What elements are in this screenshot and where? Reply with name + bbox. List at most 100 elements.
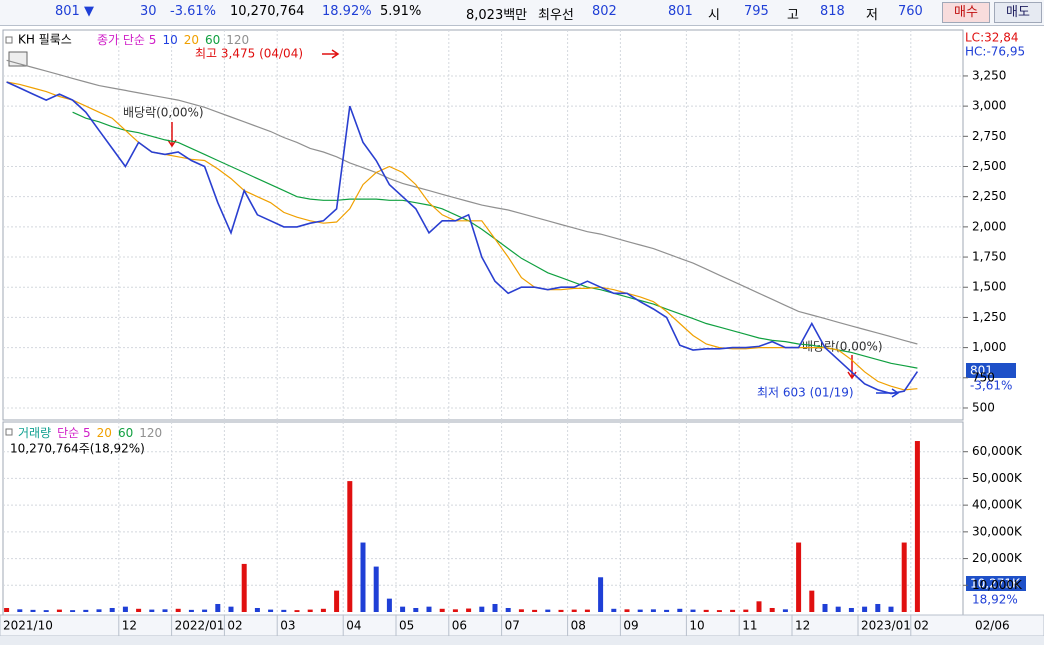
buy-button[interactable]: 매수 [942, 2, 990, 23]
x-tick-label: 05 [399, 619, 414, 633]
volume-bar [782, 609, 788, 612]
volume-bar [624, 609, 630, 612]
x-tick-label: 2023/01 [861, 619, 911, 633]
volume-bar [215, 603, 221, 612]
y2-tick-label: 20,000K [972, 551, 1023, 565]
y-tick-label: 1,500 [972, 280, 1006, 294]
volume-bar [571, 609, 577, 612]
volume-bar [136, 608, 142, 612]
volume-pane [2, 421, 964, 616]
change-label: -3,61% [970, 379, 1012, 393]
y-tick-label: 2,000 [972, 219, 1006, 233]
volume-bar [360, 542, 366, 612]
legend-item: 120 [139, 426, 162, 440]
volume-bar [492, 603, 498, 612]
quote-bar: 801 ▼ 30 -3.61% 10,270,764 18.92% 5.91% … [0, 0, 1044, 26]
volume-marker-label: 10,271K [970, 577, 1021, 591]
annotation: 최고 3,475 (04/04) [195, 47, 303, 61]
price-line [6, 81, 919, 395]
volume-bar [584, 609, 590, 612]
volume-bar [43, 610, 49, 612]
volume-bar [96, 609, 102, 612]
quote-turnover: 5.91% [380, 4, 422, 19]
x-tick-label: 09 [623, 619, 638, 633]
pane-toggle[interactable] [5, 36, 13, 44]
volume-bar [848, 607, 854, 612]
quote-volume: 10,270,764 [230, 4, 305, 19]
volume-bar [347, 481, 353, 612]
y-tick-label: 2,500 [972, 159, 1006, 173]
volume-bar [188, 609, 194, 612]
y2-tick-label: 30,000K [972, 524, 1023, 538]
pane-toggle[interactable] [5, 428, 13, 436]
quote-volume-rate: 18.92% [322, 4, 372, 19]
x-tick-label: 12 [795, 619, 810, 633]
volume-bar [241, 563, 247, 612]
quote-change: 30 [140, 4, 157, 19]
legend-item: 120 [226, 33, 249, 47]
annotation: 배당락(0,00%) [123, 106, 204, 120]
price-marker-label: 801 [970, 364, 993, 378]
volume-bar [875, 603, 881, 612]
quote-label: 저 [866, 8, 878, 23]
y-tick-label: 3,250 [972, 68, 1006, 82]
hc-label: HC:-76,95 [965, 45, 1025, 59]
volume-bar [862, 606, 868, 612]
volume-bar [518, 609, 524, 612]
quote-open: 795 [744, 4, 769, 19]
sell-button[interactable]: 매도 [994, 2, 1042, 23]
volume-bar [17, 609, 23, 612]
legend-item: 종가 단순 5 [97, 33, 156, 47]
y2-tick-label: 10,000K [972, 578, 1023, 592]
volume-bar [334, 590, 340, 612]
volume-bar [175, 608, 181, 612]
volume-bar [30, 609, 36, 612]
x-tick-label: 10 [689, 619, 704, 633]
legend-item: 20 [184, 33, 199, 47]
volume-bar [743, 609, 749, 612]
quote-label: 고 [787, 8, 799, 23]
volume-bar [479, 606, 485, 612]
volume-bar [320, 608, 326, 612]
x-tick-label: 07 [505, 619, 520, 633]
volume-bar [56, 609, 62, 612]
quote-bid: 801 [668, 4, 693, 19]
volume-bar [822, 603, 828, 612]
legend-item: 60 [118, 426, 133, 440]
volume-bar [611, 608, 617, 612]
quote-amount: 8,023백만 [466, 8, 528, 23]
volume-bar [558, 609, 564, 612]
volume-bar [532, 609, 538, 612]
quote-label: 최우선 [538, 8, 574, 23]
y-tick-label: 2,250 [972, 189, 1006, 203]
volume-bar [162, 609, 168, 612]
volume-bar [426, 606, 432, 612]
stock-name: KH 필룩스 [18, 33, 72, 47]
x-tick-label: 08 [571, 619, 586, 633]
x-tick-label: 06 [452, 619, 467, 633]
y-tick-label: 3,000 [972, 99, 1006, 113]
volume-bar [598, 577, 604, 612]
volume-bar [716, 610, 722, 612]
y2-tick-label: 50,000K [972, 471, 1023, 485]
volume-bar [901, 542, 907, 612]
quote-label: 시 [708, 8, 720, 23]
x-tick-label: 03 [280, 619, 295, 633]
y-tick-label: 1,250 [972, 310, 1006, 324]
volume-marker [966, 576, 1026, 591]
x-tick-label: 12 [122, 619, 137, 633]
y-tick-label: 1,750 [972, 250, 1006, 264]
quote-low: 760 [898, 4, 923, 19]
legend-item: 10 [162, 33, 177, 47]
volume-bar [730, 609, 736, 612]
volume-bar [400, 606, 406, 612]
volume-bar [149, 609, 155, 612]
volume-bar [796, 542, 802, 612]
volume-bar [835, 606, 841, 612]
quote-rate: -3.61% [170, 4, 216, 19]
volume-bar [637, 609, 643, 612]
volume-bar [769, 607, 775, 612]
legend-item: 거래량 [18, 426, 51, 440]
